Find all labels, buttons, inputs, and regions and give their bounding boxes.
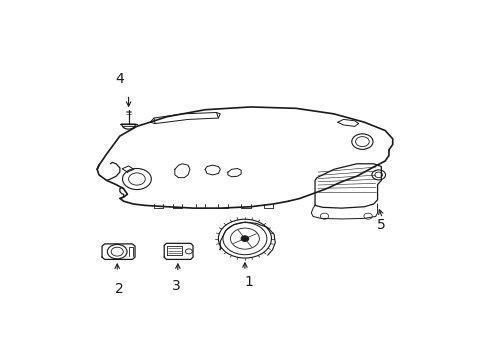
Circle shape	[241, 236, 248, 242]
Text: 2: 2	[115, 282, 124, 296]
Text: 5: 5	[376, 218, 385, 232]
Text: 3: 3	[172, 279, 181, 293]
Text: 4: 4	[115, 72, 124, 86]
Text: 1: 1	[244, 275, 253, 289]
